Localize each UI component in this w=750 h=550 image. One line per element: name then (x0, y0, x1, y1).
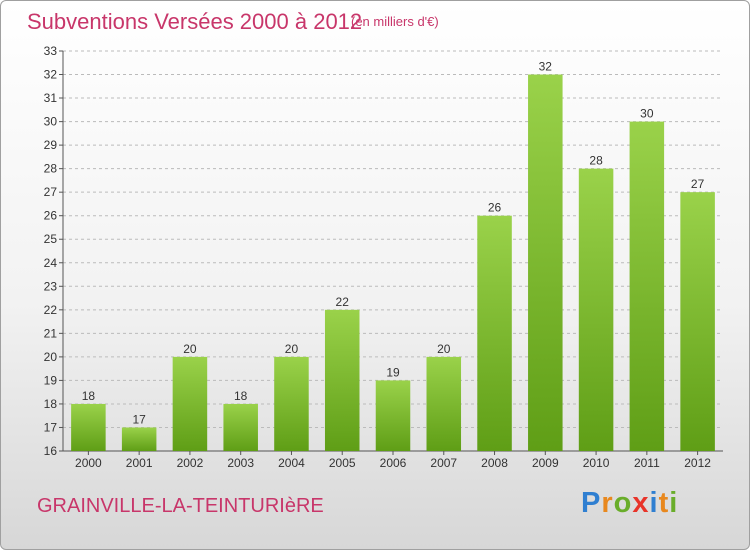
bar (477, 215, 512, 451)
bar (172, 356, 208, 451)
x-tick-label: 2006 (380, 456, 407, 470)
data-label: 28 (589, 154, 603, 168)
logo-letter: t (658, 487, 670, 519)
y-tick-label: 29 (44, 138, 58, 152)
data-label: 18 (234, 389, 248, 403)
y-tick-label: 25 (44, 232, 58, 246)
bar (629, 121, 665, 452)
y-tick-label: 18 (44, 397, 58, 411)
data-label: 30 (640, 107, 654, 121)
bar (274, 356, 309, 451)
data-label: 18 (82, 389, 96, 403)
bar (121, 427, 157, 451)
logo-letter: r (601, 487, 614, 519)
y-tick-label: 19 (44, 373, 58, 387)
bar (324, 309, 360, 451)
data-label: 26 (488, 201, 502, 215)
logo-letter: i (669, 487, 679, 519)
bar (375, 380, 411, 451)
data-label: 20 (183, 342, 197, 356)
y-tick-label: 16 (44, 444, 58, 458)
x-tick-label: 2009 (532, 456, 559, 470)
data-label: 19 (386, 365, 400, 379)
labels: 16 17 18 19 20 21 22 23 24 25 26 27 28 29 30 31 32 33 18 20… (44, 44, 712, 470)
y-tick-label: 23 (44, 279, 58, 293)
logo-letter: o (613, 487, 633, 519)
bars (71, 74, 715, 452)
location-name: GRAINVILLE-LA-TEINTURIèRE (37, 495, 324, 517)
y-tick-label: 20 (44, 350, 58, 364)
bar (680, 192, 715, 452)
x-tick-label: 2010 (583, 456, 610, 470)
data-label: 27 (691, 177, 705, 191)
chart-title: Subventions Versées 2000 à 2012 (27, 9, 363, 34)
proxiti-logo: Proxiti (581, 487, 678, 520)
data-label: 17 (132, 412, 146, 426)
logo-letter: x (632, 487, 650, 519)
x-tick-label: 2005 (329, 456, 356, 470)
x-tick-label: 2003 (227, 456, 254, 470)
x-tick-label: 2011 (634, 456, 660, 470)
y-tick-label: 33 (44, 44, 58, 58)
logo-letter: P (581, 487, 602, 519)
x-tick-label: 2002 (177, 456, 204, 470)
y-tick-label: 28 (44, 162, 58, 176)
bar (223, 403, 258, 451)
y-tick-label: 17 (44, 420, 58, 434)
x-tick-label: 2012 (684, 456, 711, 470)
x-tick-label: 2004 (278, 456, 305, 470)
data-label: 32 (539, 60, 553, 74)
bar (528, 74, 563, 451)
bar (426, 356, 462, 451)
data-label: 22 (336, 295, 350, 309)
logo-letter: i (649, 487, 659, 519)
bar (578, 168, 614, 451)
y-tick-label: 24 (44, 256, 58, 270)
y-tick-label: 22 (44, 303, 58, 317)
y-tick-label: 32 (44, 68, 58, 82)
x-tick-label: 2008 (481, 456, 508, 470)
y-tick-label: 30 (44, 115, 58, 129)
x-tick-label: 2007 (430, 456, 457, 470)
y-tick-label: 27 (44, 185, 58, 199)
x-tick-label: 2000 (75, 456, 102, 470)
y-tick-label: 31 (44, 91, 58, 105)
y-tick-label: 21 (44, 326, 58, 340)
data-label: 20 (437, 342, 451, 356)
data-label: 20 (285, 342, 299, 356)
y-tick-label: 26 (44, 209, 58, 223)
chart-unit: (en milliers d'€) (351, 14, 439, 29)
bar (71, 403, 106, 451)
x-tick-label: 2001 (126, 456, 153, 470)
